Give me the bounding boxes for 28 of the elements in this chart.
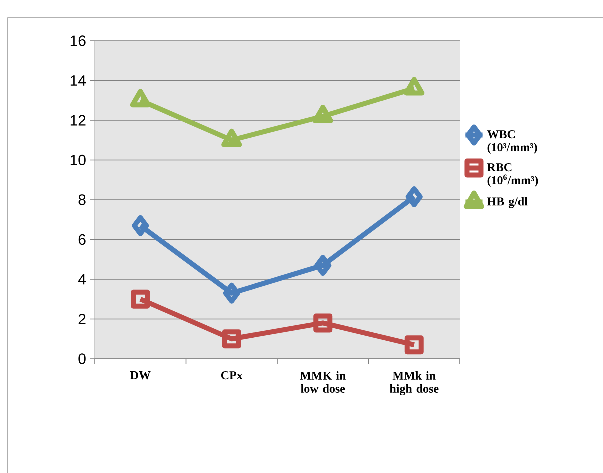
point bbox=[222, 330, 242, 349]
point bbox=[404, 336, 424, 355]
y-tick-label: 14 bbox=[70, 76, 86, 86]
x-tick-label: MMK in low dose bbox=[300, 372, 346, 393]
point bbox=[130, 89, 151, 108]
point bbox=[132, 215, 150, 236]
point bbox=[314, 314, 333, 333]
x-tick-label: DW bbox=[130, 372, 151, 380]
y-tick-label: 12 bbox=[70, 115, 86, 126]
point bbox=[406, 186, 423, 208]
y-tick-label: 6 bbox=[78, 234, 86, 246]
point bbox=[222, 128, 242, 148]
point bbox=[131, 290, 150, 309]
legend-label: WBC (10³/mm³) bbox=[487, 130, 538, 154]
x-tick-label: MMk in high dose bbox=[390, 372, 439, 396]
y-tick-label: 4 bbox=[78, 274, 86, 285]
y-tick-label: 10 bbox=[70, 154, 86, 166]
y-tick-label: 2 bbox=[78, 314, 86, 324]
legend-label: RBC (10$^{6}$/mm³) bbox=[487, 164, 538, 188]
y-tick-label: 16 bbox=[70, 36, 86, 46]
point bbox=[404, 77, 425, 96]
point bbox=[223, 282, 240, 304]
point bbox=[314, 255, 332, 276]
y-tick-label: 0 bbox=[78, 354, 86, 364]
x-tick-label: CPx bbox=[221, 372, 243, 380]
legend-label: HB g/dl bbox=[487, 197, 528, 208]
y-tick-label: 8 bbox=[78, 194, 86, 206]
point bbox=[312, 105, 334, 124]
